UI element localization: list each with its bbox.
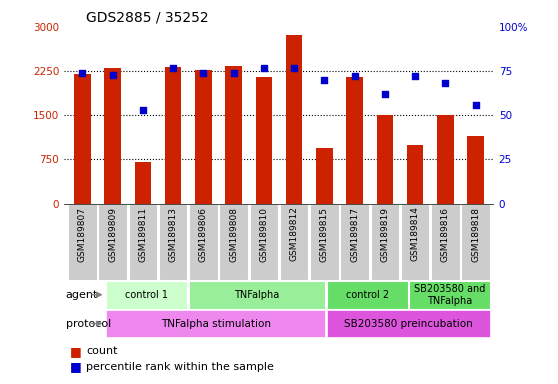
Point [411, 73, 420, 79]
Bar [107, 310, 325, 337]
Bar [98, 204, 127, 280]
Bar [104, 68, 121, 204]
Text: GSM189808: GSM189808 [229, 207, 238, 262]
Bar [134, 162, 151, 204]
Bar [461, 204, 490, 280]
Bar [74, 74, 90, 204]
Point [78, 70, 87, 76]
Point [441, 80, 450, 86]
Point [320, 77, 329, 83]
Text: GSM189817: GSM189817 [350, 207, 359, 262]
Bar [189, 281, 325, 309]
Text: count: count [86, 346, 118, 356]
Bar [165, 67, 181, 204]
Text: GSM189816: GSM189816 [441, 207, 450, 262]
Text: GDS2885 / 35252: GDS2885 / 35252 [86, 10, 208, 24]
Point [471, 101, 480, 108]
Bar [468, 136, 484, 204]
Text: GSM189812: GSM189812 [290, 207, 299, 262]
Bar [377, 115, 393, 204]
Bar [431, 204, 460, 280]
Bar [326, 310, 490, 337]
Text: ■: ■ [70, 345, 81, 358]
Bar [401, 204, 430, 280]
Text: GSM189809: GSM189809 [108, 207, 117, 262]
Bar [409, 281, 490, 309]
Bar [326, 281, 408, 309]
Point [350, 73, 359, 79]
Bar [249, 204, 278, 280]
Text: control 1: control 1 [126, 290, 169, 300]
Bar [340, 204, 369, 280]
Bar [128, 204, 157, 280]
Text: GSM189818: GSM189818 [471, 207, 480, 262]
Bar [225, 66, 242, 204]
Point [199, 70, 208, 76]
Bar [68, 204, 97, 280]
Text: TNFalpha stimulation: TNFalpha stimulation [161, 318, 271, 329]
Point [290, 65, 299, 71]
Point [169, 65, 177, 71]
Bar [219, 204, 248, 280]
Bar [286, 35, 302, 204]
Text: TNFalpha: TNFalpha [234, 290, 280, 300]
Text: SB203580 preincubation: SB203580 preincubation [344, 318, 473, 329]
Text: ■: ■ [70, 360, 81, 373]
Text: GSM189811: GSM189811 [138, 207, 147, 262]
Bar [189, 204, 218, 280]
Point [108, 71, 117, 78]
Bar [107, 281, 187, 309]
Text: GSM189810: GSM189810 [259, 207, 268, 262]
Text: GSM189813: GSM189813 [169, 207, 177, 262]
Bar [407, 145, 424, 204]
Bar [371, 204, 399, 280]
Text: GSM189806: GSM189806 [199, 207, 208, 262]
Point [381, 91, 389, 97]
Text: GSM189807: GSM189807 [78, 207, 87, 262]
Bar [310, 204, 339, 280]
Bar [347, 77, 363, 204]
Bar [159, 204, 187, 280]
Text: GSM189815: GSM189815 [320, 207, 329, 262]
Point [229, 70, 238, 76]
Point [138, 107, 147, 113]
Text: SB203580 and
TNFalpha: SB203580 and TNFalpha [414, 284, 485, 306]
Bar [280, 204, 309, 280]
Text: agent: agent [65, 290, 98, 300]
Bar [256, 77, 272, 204]
Text: protocol: protocol [65, 318, 111, 329]
Text: GSM189814: GSM189814 [411, 207, 420, 262]
Bar [437, 115, 454, 204]
Bar [195, 70, 211, 204]
Point [259, 65, 268, 71]
Bar [316, 147, 333, 204]
Text: percentile rank within the sample: percentile rank within the sample [86, 362, 275, 372]
Text: GSM189819: GSM189819 [381, 207, 389, 262]
Text: control 2: control 2 [345, 290, 389, 300]
